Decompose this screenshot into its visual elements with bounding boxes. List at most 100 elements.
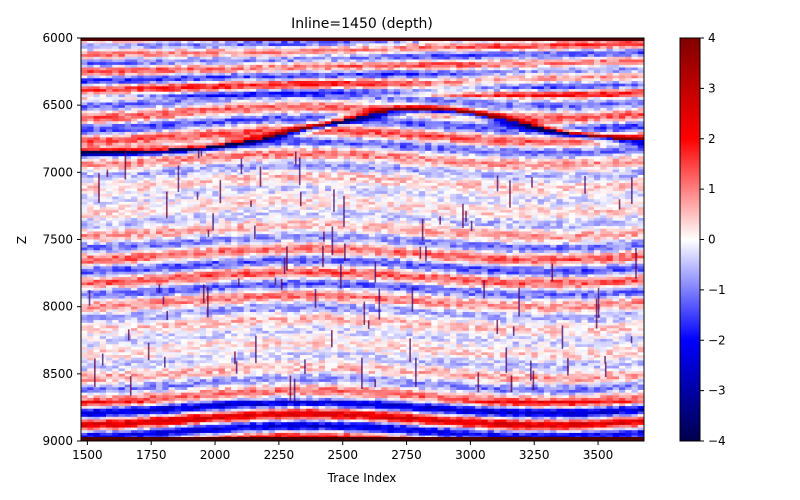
heatmap-cell	[506, 89, 514, 93]
heatmap-cell	[593, 86, 601, 90]
heatmap-cell	[343, 67, 351, 71]
heatmap-cell	[218, 113, 226, 117]
heatmap-cell	[387, 107, 395, 112]
heatmap-cell	[431, 121, 439, 125]
heatmap-cell	[393, 89, 401, 93]
heatmap-cell	[137, 94, 145, 98]
heatmap-cell	[525, 46, 532, 50]
heatmap-cell	[431, 105, 439, 109]
heatmap-cell	[556, 118, 564, 122]
heatmap-cell	[443, 94, 451, 98]
heatmap-cell	[324, 115, 332, 120]
heatmap-cell	[593, 62, 601, 66]
heatmap-cell	[237, 54, 245, 58]
heatmap-cell	[143, 80, 151, 85]
heatmap-cell	[468, 59, 476, 63]
heatmap-cell	[256, 118, 264, 122]
heatmap-cell	[243, 121, 251, 125]
heatmap-cell	[362, 107, 370, 112]
heatmap-cell	[118, 118, 126, 122]
heatmap-cell	[312, 86, 320, 90]
heatmap-cell	[381, 99, 389, 104]
heatmap-cell	[493, 118, 501, 122]
heatmap-cell	[174, 72, 182, 77]
heatmap-cell	[487, 43, 495, 47]
heatmap-cell	[493, 110, 501, 114]
heatmap-cell	[274, 83, 282, 87]
heatmap-cell	[243, 46, 251, 50]
heatmap-cell	[199, 72, 207, 77]
heatmap-cell	[231, 110, 238, 114]
heatmap-cell	[318, 46, 326, 50]
heatmap-cell	[162, 72, 170, 77]
heatmap-cell	[349, 43, 357, 47]
heatmap-cell	[368, 107, 376, 112]
heatmap-cell	[124, 59, 132, 63]
heatmap-cell	[406, 83, 414, 87]
heatmap-cell	[349, 115, 357, 120]
heatmap-cell	[450, 67, 457, 71]
heatmap-cell	[281, 107, 289, 112]
heatmap-cell	[637, 46, 644, 50]
heatmap-cell	[618, 46, 626, 50]
heatmap-cell	[556, 56, 564, 61]
heatmap-cell	[412, 105, 420, 109]
heatmap-cell	[93, 91, 101, 96]
heatmap-cell	[181, 115, 188, 120]
heatmap-cell	[400, 94, 407, 98]
heatmap-cell	[349, 105, 357, 109]
heatmap-cell	[406, 62, 414, 66]
heatmap-cell	[337, 62, 345, 66]
heatmap-cell	[287, 62, 295, 66]
heatmap-cell	[400, 118, 407, 122]
heatmap-cell	[525, 83, 532, 87]
heatmap-cell	[87, 99, 95, 104]
heatmap-cell	[106, 113, 113, 117]
heatmap-cell	[256, 40, 264, 44]
heatmap-cell	[487, 78, 495, 82]
heatmap-cell	[562, 48, 570, 53]
heatmap-cell	[406, 94, 414, 98]
heatmap-cell	[337, 72, 345, 77]
heatmap-cell	[274, 67, 282, 71]
heatmap-cell	[375, 67, 382, 71]
heatmap-cell	[493, 78, 501, 82]
heatmap-cell	[518, 118, 526, 122]
heatmap-cell	[387, 97, 395, 101]
heatmap-cell	[518, 86, 526, 90]
heatmap-cell	[331, 89, 339, 93]
heatmap-cell	[631, 43, 639, 47]
heatmap-cell	[268, 46, 276, 50]
heatmap-cell	[418, 80, 426, 85]
heatmap-cell	[600, 107, 608, 112]
heatmap-cell	[318, 105, 326, 109]
heatmap-cell	[324, 89, 332, 93]
heatmap-cell	[287, 94, 295, 98]
heatmap-cell	[199, 115, 207, 120]
heatmap-cell	[468, 48, 476, 53]
heatmap-cell	[456, 89, 464, 93]
heatmap-cell	[262, 102, 270, 106]
heatmap-cell	[600, 83, 608, 87]
heatmap-cell	[562, 110, 570, 114]
heatmap-cell	[412, 51, 420, 55]
heatmap-cell	[281, 94, 289, 98]
heatmap-cell	[299, 72, 307, 77]
heatmap-cell	[612, 62, 620, 66]
heatmap-cell	[518, 51, 526, 55]
heatmap-cell	[581, 94, 589, 98]
heatmap-cell	[556, 48, 564, 53]
heatmap-cell	[431, 83, 439, 87]
heatmap-cell	[306, 94, 314, 98]
heatmap-cell	[231, 46, 238, 50]
heatmap-cell	[312, 75, 320, 79]
heatmap-cell	[181, 91, 188, 96]
heatmap-cell	[168, 97, 176, 101]
heatmap-cell	[99, 115, 107, 120]
heatmap-cell	[412, 59, 420, 63]
heatmap-cell	[456, 86, 464, 90]
heatmap-cell	[400, 46, 407, 50]
heatmap-cell	[168, 89, 176, 93]
heatmap-cell	[168, 56, 176, 61]
heatmap-cell	[218, 62, 226, 66]
